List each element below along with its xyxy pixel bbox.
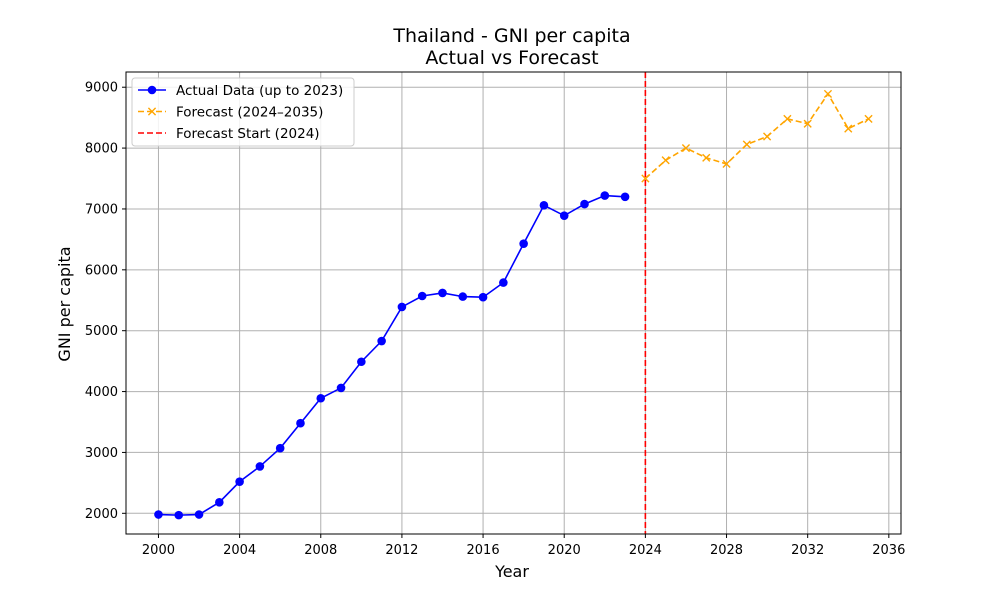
y-axis-ticks: 2000 3000 4000 5000 6000 7000 8000 9000 bbox=[85, 81, 126, 522]
x-tick-label: 2028 bbox=[710, 543, 743, 558]
legend-label: Actual Data (up to 2023) bbox=[176, 83, 343, 99]
legend-marker bbox=[147, 85, 157, 95]
y-tick-label: 2000 bbox=[85, 507, 118, 522]
legend-label: Forecast Start (2024) bbox=[176, 126, 320, 142]
data-point bbox=[620, 192, 630, 202]
data-point bbox=[559, 211, 569, 220]
y-tick-label: 6000 bbox=[85, 263, 118, 278]
data-point bbox=[316, 393, 326, 403]
legend-entry: Forecast Start (2024) bbox=[138, 126, 320, 142]
data-point bbox=[519, 239, 528, 248]
legend-box bbox=[131, 77, 355, 147]
data-point bbox=[397, 302, 407, 312]
data-point bbox=[336, 383, 346, 393]
legend-marker bbox=[147, 107, 157, 116]
y-axis-label: GNI per capita bbox=[55, 246, 74, 361]
series-line-forecast bbox=[644, 92, 869, 180]
data-point bbox=[154, 510, 163, 519]
data-point bbox=[499, 278, 508, 287]
grid-lines bbox=[126, 72, 901, 534]
legend-entry: Forecast (2024–2035) bbox=[138, 105, 323, 121]
data-point bbox=[215, 498, 224, 507]
data-point bbox=[377, 336, 386, 346]
data-point bbox=[580, 199, 589, 209]
y-tick-label: 8000 bbox=[85, 142, 118, 157]
y-tick-label: 5000 bbox=[85, 324, 118, 339]
y-tick-label: 3000 bbox=[85, 446, 118, 461]
data-point bbox=[296, 418, 305, 428]
legend: Actual Data (up to 2023) Forecast (2024–2… bbox=[131, 77, 355, 147]
plot-area bbox=[154, 72, 873, 534]
data-point bbox=[275, 443, 285, 453]
data-point bbox=[803, 119, 812, 128]
data-point bbox=[357, 357, 366, 367]
data-point bbox=[438, 288, 447, 298]
legend-entry: Actual Data (up to 2023) bbox=[138, 83, 343, 99]
x-axis-ticks: 2000 2004 2008 2012 2016 2020 2024 2028 2032 2036 bbox=[142, 534, 905, 558]
y-tick-label: 4000 bbox=[85, 385, 118, 400]
data-point bbox=[763, 132, 772, 141]
chart-subtitle: Actual vs Forecast bbox=[425, 47, 598, 69]
data-point bbox=[823, 89, 833, 99]
x-tick-label: 2000 bbox=[142, 543, 175, 558]
data-point bbox=[235, 477, 244, 486]
data-point bbox=[539, 201, 549, 210]
data-point bbox=[255, 462, 265, 471]
x-tick-label: 2020 bbox=[548, 543, 581, 558]
data-point bbox=[661, 156, 670, 165]
series-line-actual bbox=[158, 194, 626, 516]
data-point bbox=[600, 191, 610, 200]
data-point bbox=[458, 292, 468, 301]
x-tick-label: 2016 bbox=[467, 543, 500, 558]
x-tick-label: 2024 bbox=[629, 543, 662, 558]
x-tick-label: 2012 bbox=[385, 543, 418, 558]
data-point bbox=[194, 510, 204, 519]
data-point bbox=[783, 114, 792, 123]
data-point bbox=[722, 159, 731, 169]
data-point bbox=[174, 510, 184, 520]
x-tick-label: 2032 bbox=[791, 543, 824, 558]
x-tick-label: 2004 bbox=[223, 543, 256, 558]
y-tick-label: 7000 bbox=[85, 202, 118, 217]
data-point bbox=[864, 114, 873, 123]
data-point bbox=[478, 292, 488, 302]
plot-frame bbox=[125, 71, 902, 535]
x-axis-label: Year bbox=[494, 562, 529, 581]
data-point bbox=[681, 143, 691, 153]
data-point bbox=[844, 124, 853, 133]
data-point bbox=[417, 291, 427, 301]
data-point bbox=[702, 153, 711, 162]
chart-title: Thailand - GNI per capita bbox=[392, 25, 630, 47]
legend-label: Forecast (2024–2035) bbox=[176, 105, 323, 121]
y-tick-label: 9000 bbox=[85, 81, 118, 96]
data-point bbox=[641, 174, 650, 183]
x-tick-label: 2036 bbox=[872, 543, 905, 558]
data-point bbox=[742, 140, 751, 149]
x-tick-label: 2008 bbox=[304, 543, 337, 558]
